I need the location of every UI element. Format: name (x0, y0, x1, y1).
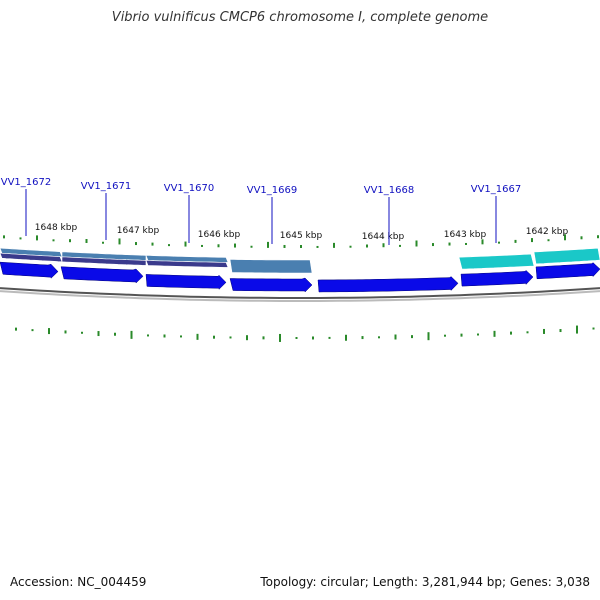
feature-block (458, 253, 535, 270)
feature-block (61, 256, 147, 266)
cds-arrow (0, 261, 59, 279)
cds-track (0, 261, 600, 293)
feature-block (229, 259, 313, 274)
gene-label: VV1_1672 (1, 177, 52, 188)
tick-label: 1647 kbp (117, 226, 160, 236)
map-title: Vibrio vulnificus CMCP6 chromosome I, co… (111, 10, 489, 25)
accession-label: Accession: NC_004459 (10, 575, 147, 589)
gene-label: VV1_1669 (247, 185, 298, 196)
gene-label: VV1_1670 (164, 183, 215, 194)
cds-arrow (145, 274, 227, 290)
cds-arrow (317, 276, 459, 293)
gene-label: VV1_1667 (471, 184, 522, 195)
feature-track (0, 247, 600, 274)
feature-block (533, 247, 600, 265)
backbone-shadow (0, 290, 600, 302)
feature-block (145, 260, 229, 268)
tick-label: 1648 kbp (35, 223, 78, 233)
tick-label: 1645 kbp (280, 231, 323, 241)
gc-skew-track-upper (3, 234, 599, 248)
cds-arrow (60, 266, 144, 284)
gene-labels: VV1_1672 VV1_1671 VV1_1670 VV1_1669 VV1_1668… (1, 177, 522, 245)
tick-label: 1646 kbp (198, 230, 241, 240)
tick-label: 1643 kbp (444, 230, 487, 240)
tick-label: 1644 kbp (362, 232, 405, 242)
cds-arrow (535, 262, 600, 280)
gene-label: VV1_1668 (364, 185, 415, 196)
cds-arrow (460, 270, 534, 287)
backbone (0, 287, 600, 302)
gc-skew-track-lower (15, 325, 595, 342)
scale-ticks: 1648 kbp 1647 kbp 1646 kbp 1645 kbp 1644 kbp… (35, 223, 569, 242)
backbone-line (0, 287, 600, 299)
genome-summary: Topology: circular; Length: 3,281,944 bp… (260, 575, 590, 589)
cds-arrow (229, 277, 313, 293)
tick-label: 1642 kbp (526, 227, 569, 237)
gene-label: VV1_1671 (81, 181, 132, 192)
